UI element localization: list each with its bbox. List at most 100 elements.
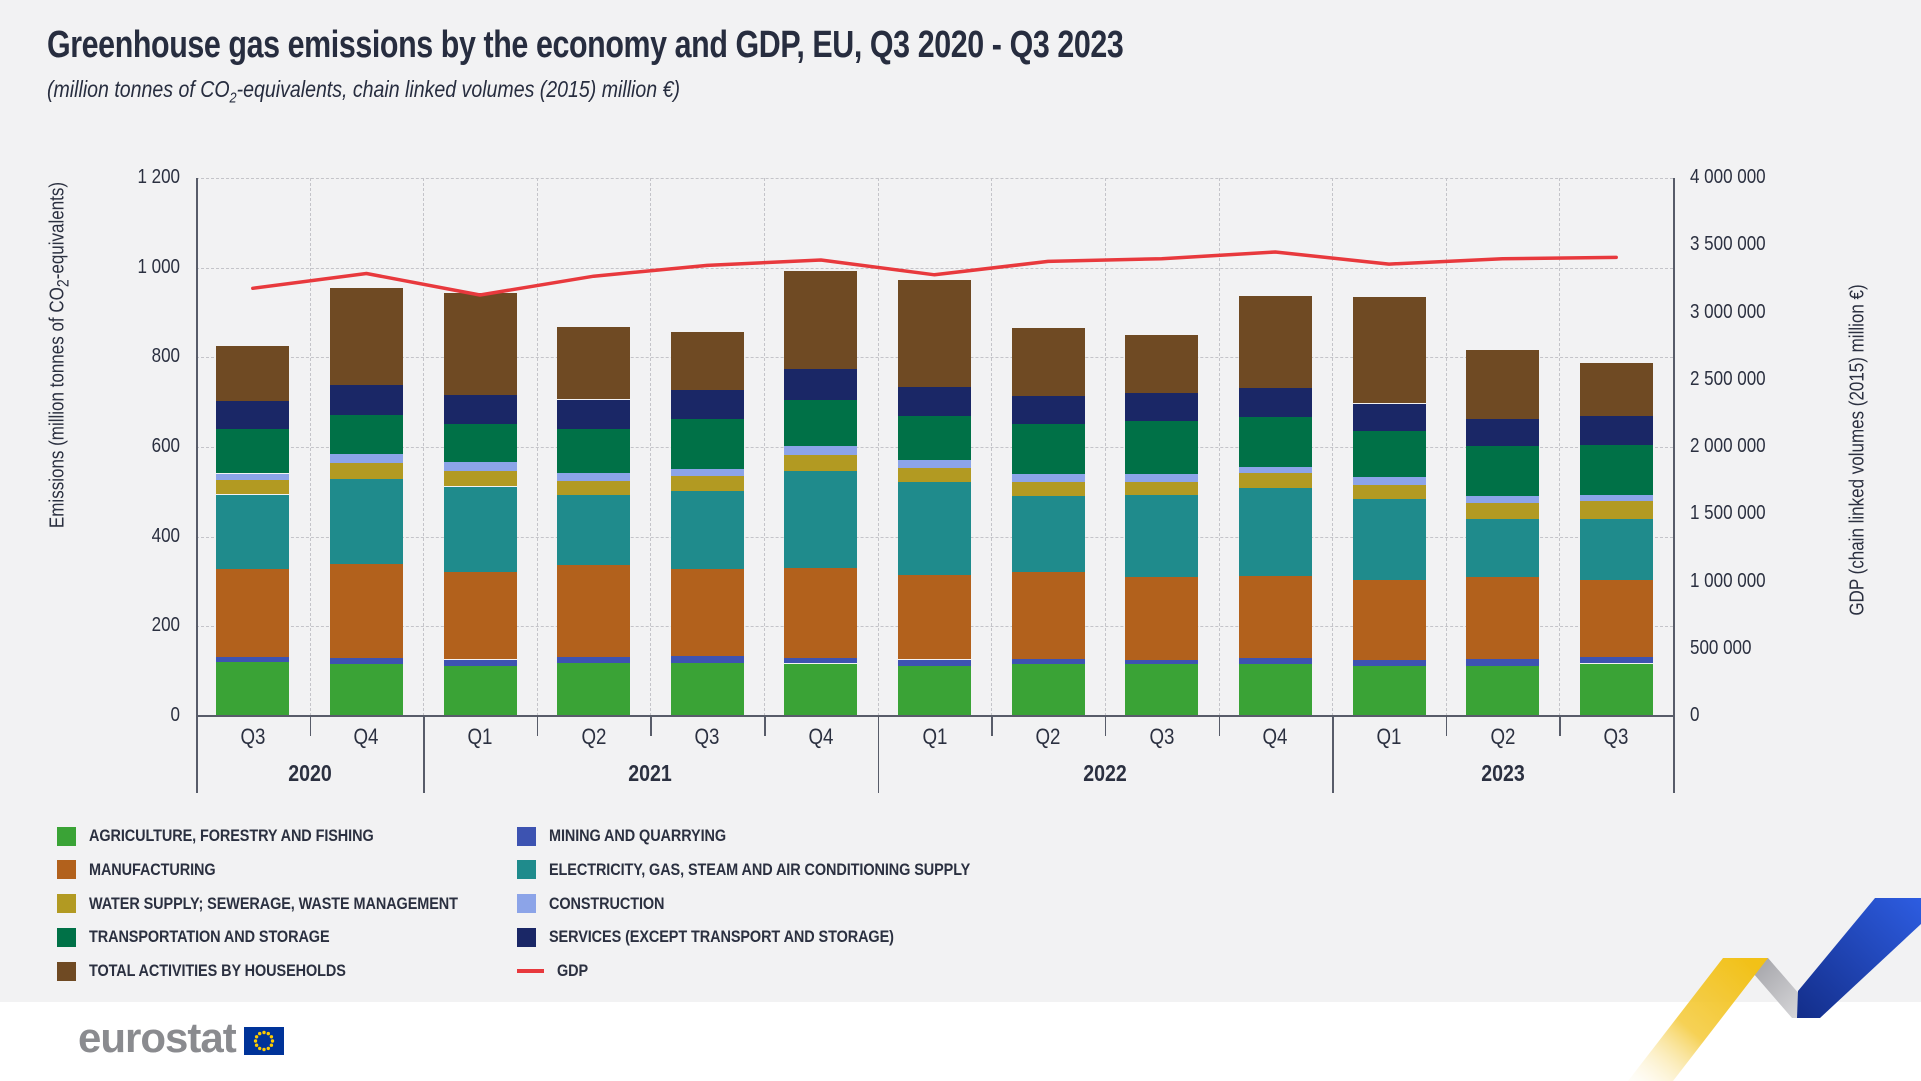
mining-color-swatch (517, 826, 536, 846)
mining-segment (1352, 660, 1426, 666)
agriculture-segment (898, 665, 971, 716)
year-separator-tick (877, 716, 880, 793)
eu-flag-icon (243, 1027, 284, 1055)
right-axis-tick-label: 1 000 000 (1690, 569, 1766, 592)
households-segment (1352, 296, 1426, 404)
manufacturing-segment (898, 574, 971, 660)
services-segment (1579, 415, 1653, 445)
legend-item-transportation: TRANSPORTATION AND STORAGE (57, 927, 372, 947)
water-supply-segment (443, 471, 517, 487)
legend-label: WATER SUPPLY; SEWERAGE, WASTE MANAGEMENT (89, 893, 458, 913)
left-axis-tick-label: 1 200 (137, 166, 180, 188)
water-supply-segment (1466, 502, 1540, 520)
transportation-segment (557, 428, 631, 473)
left-axis-line (196, 178, 198, 716)
quarter-separator-tick (1218, 716, 1221, 736)
quarter-separator-tick (309, 716, 312, 736)
agriculture-segment (1125, 664, 1199, 716)
x-quarter-label: Q2 (581, 724, 607, 749)
electricity-segment (1579, 519, 1653, 580)
manufacturing-segment (670, 568, 744, 657)
water-supply-segment (216, 480, 290, 495)
construction-segment (216, 473, 290, 481)
legend-label: AGRICULTURE, FORESTRY AND FISHING (89, 826, 374, 845)
services-segment (670, 389, 744, 419)
households-segment (1125, 335, 1199, 393)
manufacturing-segment (1579, 579, 1653, 657)
construction-segment (1466, 495, 1540, 503)
quarter-separator-tick (764, 716, 766, 736)
x-quarter-label: Q2 (1490, 724, 1516, 749)
transportation-segment (1352, 431, 1426, 477)
gdp-line (251, 250, 1618, 297)
agriculture-segment (1238, 664, 1312, 716)
x-year-label: 2020 (287, 760, 332, 786)
water-supply-segment (1352, 485, 1426, 499)
services-segment (898, 387, 971, 417)
left-axis-tick-label: 1 000 (137, 255, 180, 278)
construction-segment (1011, 473, 1085, 483)
year-separator-tick (423, 716, 425, 793)
right-axis-line (1673, 178, 1675, 716)
trend-ribbon-graphic (1628, 898, 1921, 1081)
manufacturing-segment (329, 564, 403, 658)
water-supply-segment (1011, 482, 1085, 496)
electricity-segment (443, 486, 517, 573)
manufacturing-segment (216, 568, 290, 657)
water-supply-color-swatch (57, 894, 76, 914)
horizontal-gridline (196, 267, 1673, 269)
mining-segment (216, 656, 290, 662)
x-year-label: 2021 (628, 760, 673, 786)
vertical-gridline (991, 178, 993, 716)
electricity-segment (557, 495, 631, 565)
construction-segment (443, 462, 517, 472)
electricity-segment (898, 482, 971, 575)
manufacturing-segment (443, 572, 517, 660)
construction-color-swatch (517, 894, 536, 914)
vertical-gridline (764, 178, 766, 716)
mining-segment (557, 656, 631, 663)
x-quarter-label: Q3 (240, 724, 266, 749)
legend-label: MANUFACTURING (89, 859, 216, 879)
electricity-segment (329, 479, 403, 564)
agriculture-segment (329, 664, 403, 716)
agriculture-segment (1579, 663, 1653, 716)
vertical-gridline (1104, 178, 1106, 716)
households-segment (1579, 363, 1653, 416)
chart-title: Greenhouse gas emissions by the economy … (47, 24, 1124, 66)
mining-segment (443, 659, 517, 666)
transportation-segment (670, 418, 744, 469)
agriculture-segment (443, 665, 517, 716)
transportation-segment (784, 400, 858, 447)
services-segment (1011, 395, 1085, 424)
agriculture-segment (1466, 665, 1540, 716)
agriculture-segment (1011, 664, 1085, 716)
mining-segment (1579, 656, 1653, 664)
quarter-separator-tick (1445, 716, 1448, 736)
quarter-separator-tick (991, 716, 993, 736)
vertical-gridline (650, 178, 652, 716)
eurostat-logo: eurostat (78, 1014, 284, 1062)
gdp-line-swatch (517, 969, 544, 973)
legend-label: GDP (557, 961, 589, 981)
left-axis-tick-label: 400 (151, 524, 180, 547)
construction-segment (1352, 476, 1426, 486)
agriculture-segment (216, 661, 290, 716)
mining-segment (898, 659, 971, 666)
households-segment (1466, 349, 1540, 419)
eurostat-logo-text: eurostat (78, 1014, 237, 1061)
households-segment (1011, 327, 1085, 396)
water-supply-segment (329, 463, 403, 480)
services-segment (557, 399, 631, 429)
vertical-gridline (423, 178, 425, 716)
vertical-gridline (1218, 178, 1220, 716)
transportation-segment (443, 423, 517, 463)
agriculture-segment (557, 662, 631, 716)
x-quarter-label: Q2 (1035, 724, 1061, 749)
water-supply-segment (1125, 482, 1199, 495)
households-segment (1238, 295, 1312, 389)
construction-segment (1238, 466, 1312, 473)
services-segment (1352, 403, 1426, 432)
manufacturing-segment (1238, 575, 1312, 658)
water-supply-segment (670, 476, 744, 492)
